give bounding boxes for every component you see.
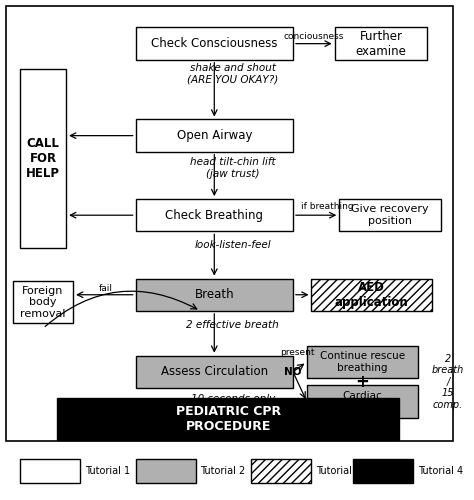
Text: Tutorial 1: Tutorial 1 — [85, 466, 130, 476]
Text: fail: fail — [99, 284, 112, 294]
Bar — [136, 199, 293, 232]
Text: if breathing: if breathing — [301, 202, 354, 210]
Text: conciousness: conciousness — [283, 32, 344, 40]
Bar — [335, 28, 427, 60]
Text: Cardiac
Massage: Cardiac Massage — [339, 391, 385, 412]
Bar — [57, 398, 400, 440]
Text: Tutorial 3: Tutorial 3 — [316, 466, 361, 476]
Text: Check Breathing: Check Breathing — [165, 208, 263, 222]
Text: +: + — [356, 373, 369, 391]
Bar — [311, 278, 432, 311]
Text: Tutorial 2: Tutorial 2 — [201, 466, 246, 476]
Text: 2 effective breath: 2 effective breath — [186, 320, 279, 330]
Bar — [136, 278, 293, 311]
Bar — [6, 6, 453, 442]
Bar — [20, 68, 66, 248]
Bar — [136, 28, 293, 60]
Text: Open Airway: Open Airway — [176, 129, 252, 142]
Text: look-listen-feel: look-listen-feel — [194, 240, 271, 250]
Text: Give recovery
position: Give recovery position — [351, 204, 429, 226]
Bar — [307, 386, 418, 418]
Bar — [339, 199, 441, 232]
Text: NO: NO — [284, 367, 302, 377]
Text: Further
examine: Further examine — [356, 30, 406, 58]
Text: Tutorial 4: Tutorial 4 — [418, 466, 463, 476]
Text: 10 seconds only: 10 seconds only — [191, 394, 275, 404]
Text: PEDIATRIC CPR
PROCEDURE: PEDIATRIC CPR PROCEDURE — [175, 405, 281, 433]
Bar — [136, 460, 196, 483]
Text: 2
breath
/
15
comp.: 2 breath / 15 comp. — [432, 354, 464, 410]
Bar — [307, 346, 418, 378]
Text: Foreign
body
removal: Foreign body removal — [20, 286, 66, 319]
Bar — [251, 460, 311, 483]
Text: AED
application: AED application — [335, 281, 409, 308]
Text: CALL
FOR
HELP: CALL FOR HELP — [26, 136, 60, 180]
Text: head tilt-chin lift
(jaw trust): head tilt-chin lift (jaw trust) — [190, 157, 275, 179]
Text: Assess Circulation: Assess Circulation — [161, 366, 268, 378]
Bar — [13, 281, 73, 324]
Bar — [20, 460, 80, 483]
Text: present: present — [280, 348, 315, 358]
Text: Check Consciousness: Check Consciousness — [151, 37, 278, 50]
Text: Continue rescue
breathing: Continue rescue breathing — [320, 351, 405, 372]
Bar — [353, 460, 413, 483]
Bar — [136, 356, 293, 388]
Text: shake and shout
(ARE YOU OKAY?): shake and shout (ARE YOU OKAY?) — [187, 62, 278, 84]
Text: Breath: Breath — [194, 288, 234, 301]
Bar — [136, 120, 293, 152]
